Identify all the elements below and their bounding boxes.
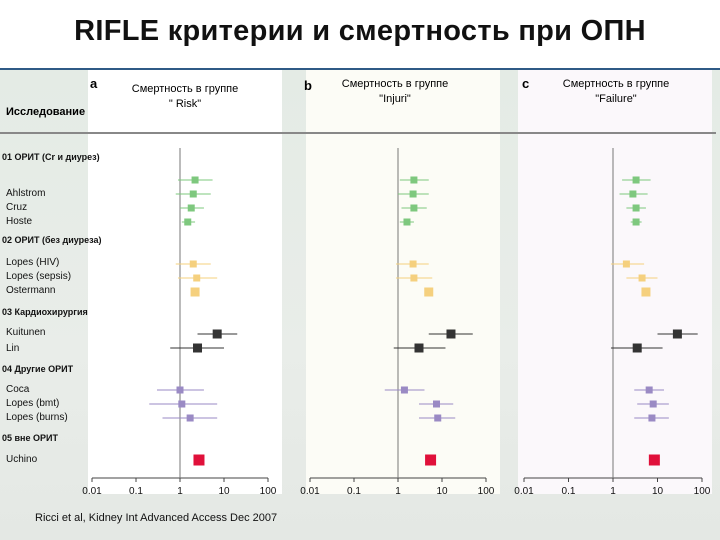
point-estimate (446, 329, 456, 339)
panel-c-title-line1: Смертность в группе (562, 78, 670, 90)
panel-a-letter: a (90, 76, 98, 91)
panel-b-background (306, 70, 500, 494)
point-estimate (409, 190, 417, 198)
x-tick-label: 1 (610, 486, 616, 497)
x-tick-label: 0.1 (347, 486, 361, 497)
panel-b-letter: b (304, 78, 312, 93)
point-estimate (400, 386, 408, 394)
panel-b-title-line1: Смертность в группе (341, 78, 449, 90)
point-estimate (178, 400, 186, 408)
point-estimate (212, 329, 222, 339)
panel-c-background (518, 70, 712, 494)
study-label: Ahlstrom (6, 188, 46, 199)
header-rule (0, 132, 716, 134)
point-estimate (409, 260, 417, 268)
x-tick-label: 10 (218, 486, 230, 497)
source-credit: Ricci et al, Kidney Int Advanced Access … (35, 512, 278, 524)
x-tick-label: 1 (177, 486, 183, 497)
x-tick-label: 10 (436, 486, 448, 497)
point-estimate (410, 176, 418, 184)
x-tick-label: 0.01 (300, 486, 320, 497)
point-estimate (632, 176, 640, 184)
point-estimate (629, 190, 637, 198)
point-estimate (414, 343, 424, 353)
study-label: Coca (6, 384, 30, 395)
study-column-header: Исследование (6, 106, 86, 118)
panel-a-title: Смертность в группе " Risk" (112, 82, 258, 112)
study-label: Lopes (bmt) (6, 398, 60, 409)
x-tick-label: 100 (694, 486, 711, 497)
point-estimate (410, 204, 418, 212)
point-estimate (649, 400, 657, 408)
point-estimate (184, 218, 192, 226)
x-tick-label: 100 (260, 486, 277, 497)
study-label: Kuitunen (6, 327, 46, 338)
panel-a-title-line2: " Risk" (168, 98, 202, 110)
point-estimate (403, 218, 411, 226)
x-tick-label: 0.1 (562, 486, 576, 497)
point-estimate (434, 414, 442, 422)
group-label-2: 02 ОРИТ (без диуреза) (2, 235, 102, 245)
slide-title: RIFLE критерии и смертность при ОПН (74, 15, 646, 47)
point-estimate (632, 218, 640, 226)
point-estimate (632, 204, 640, 212)
study-label: Cruz (6, 202, 28, 213)
point-estimate (190, 287, 200, 297)
point-estimate (191, 176, 199, 184)
point-estimate (641, 287, 651, 297)
group-label-3: 03 Кардиохирургия (2, 307, 88, 317)
point-estimate (193, 454, 205, 466)
point-estimate (648, 414, 656, 422)
point-estimate (193, 343, 203, 353)
point-estimate (189, 260, 197, 268)
panel-a-title-line1: Смертность в группе (131, 83, 239, 95)
forest-plot-figure: Исследование a Смертность в группе " Ris… (0, 70, 720, 540)
panel-a-background (88, 70, 282, 494)
panel-c-letter: c (522, 76, 530, 91)
point-estimate (672, 329, 682, 339)
group-label-1: 01 ОРИТ (Cr и диурез) (2, 152, 100, 162)
point-estimate (622, 260, 630, 268)
point-estimate (433, 400, 441, 408)
forest-plot: 0.01 0.1 1 10 100 0.01 0.1 1 10 100 0.01 0.1 1 10 100 (82, 148, 711, 497)
group-label-5: 05 вне ОРИТ (2, 433, 58, 443)
study-label: Hoste (6, 216, 33, 227)
panel-b-title: Смертность в группе "Injuri" (322, 77, 468, 107)
point-estimate (187, 204, 195, 212)
panel-b-title-line2: "Injuri" (379, 93, 411, 105)
x-tick-label: 1 (395, 486, 401, 497)
point-estimate (176, 386, 184, 394)
study-label: Lopes (burns) (6, 412, 68, 423)
study-label: Lopes (HIV) (6, 257, 60, 268)
point-estimate (410, 274, 418, 282)
panel-c-title-line2: "Failure" (595, 93, 637, 105)
panel-c-title: Смертность в группе "Failure" (543, 77, 689, 107)
x-tick-label: 0.01 (82, 486, 102, 497)
x-tick-label: 0.01 (514, 486, 534, 497)
study-label: Lopes (sepsis) (6, 271, 72, 282)
group-label-4: 04 Другие ОРИТ (2, 364, 74, 374)
point-estimate (638, 274, 646, 282)
x-tick-label: 10 (652, 486, 664, 497)
title-divider (0, 68, 720, 70)
point-estimate (645, 386, 653, 394)
study-label: Uchino (6, 454, 38, 465)
point-estimate (186, 414, 194, 422)
point-estimate (648, 454, 660, 466)
point-estimate (425, 454, 437, 466)
study-label: Ostermann (6, 285, 56, 296)
point-estimate (424, 287, 434, 297)
point-estimate (189, 190, 197, 198)
x-tick-label: 0.1 (129, 486, 143, 497)
study-label: Lin (6, 343, 20, 354)
point-estimate (632, 343, 642, 353)
x-tick-label: 100 (478, 486, 495, 497)
point-estimate (193, 274, 201, 282)
